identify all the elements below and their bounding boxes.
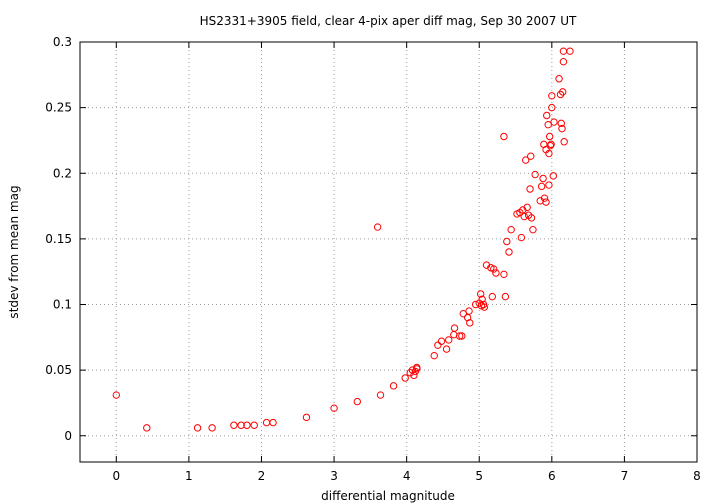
data-point <box>490 265 498 273</box>
data-point <box>437 337 446 345</box>
data-point <box>547 140 555 149</box>
data-point <box>434 341 442 349</box>
data-point <box>450 324 459 332</box>
data-point <box>501 292 510 301</box>
data-point <box>488 292 496 301</box>
data-point <box>112 391 120 399</box>
data-point <box>466 319 474 327</box>
y-tick-label: 0.1 <box>53 298 72 312</box>
data-point <box>302 413 311 422</box>
x-tick-label: 1 <box>185 469 193 483</box>
data-point <box>529 225 537 234</box>
data-point <box>442 345 451 353</box>
x-tick-label: 0 <box>112 469 120 483</box>
data-point <box>560 138 568 146</box>
data-point <box>480 303 489 311</box>
y-tick-label: 0.25 <box>45 101 72 115</box>
data-point <box>500 132 508 141</box>
y-tick-label: 0.05 <box>45 363 72 377</box>
y-tick-label: 0 <box>64 429 72 443</box>
data-point <box>527 214 536 222</box>
x-tick-label: 5 <box>475 469 483 483</box>
data-point <box>543 111 551 120</box>
data-point <box>531 170 539 179</box>
data-point <box>230 421 238 429</box>
data-point <box>505 248 513 256</box>
plot-frame <box>79 41 698 463</box>
x-axis-label: differential magnitude <box>321 489 455 503</box>
data-point <box>544 120 552 129</box>
y-tick-label: 0.15 <box>45 232 72 246</box>
data-point <box>545 132 554 141</box>
x-tick-label: 6 <box>548 469 556 483</box>
data-point <box>526 185 534 193</box>
data-point <box>143 424 151 432</box>
data-point <box>540 194 549 202</box>
data-point <box>208 424 216 432</box>
data-point <box>413 363 421 372</box>
data-point <box>557 119 565 128</box>
x-tick-label: 7 <box>621 469 629 483</box>
data-point <box>262 418 271 427</box>
data-point <box>558 124 566 133</box>
data-point <box>492 269 500 277</box>
data-point <box>243 421 251 429</box>
data-point <box>550 118 558 126</box>
data-point <box>376 391 385 399</box>
x-tick-label: 3 <box>330 469 338 483</box>
data-point <box>555 75 563 83</box>
data-point <box>237 421 245 429</box>
data-point <box>401 374 409 382</box>
data-point <box>465 307 473 315</box>
data-point <box>559 57 568 66</box>
data-point <box>523 203 531 212</box>
data-point <box>539 174 547 183</box>
x-tick-label: 8 <box>693 469 701 483</box>
data-point <box>545 149 553 158</box>
data-point <box>503 237 511 246</box>
data-point <box>445 336 453 344</box>
data-point <box>548 92 556 100</box>
data-point <box>478 295 486 303</box>
data-point <box>542 198 550 206</box>
y-tick-label: 0.3 <box>53 35 72 49</box>
data-point <box>430 351 438 360</box>
data-point <box>521 156 530 164</box>
data-point <box>193 424 202 432</box>
data-point <box>500 270 508 279</box>
data-point <box>476 290 485 298</box>
data-point <box>458 332 466 340</box>
data-point <box>537 182 546 191</box>
x-tick-label: 4 <box>403 469 411 483</box>
data-point <box>507 225 515 234</box>
data-point <box>389 382 398 390</box>
data-point <box>549 172 557 180</box>
data-point <box>410 371 418 380</box>
data-point <box>373 223 382 231</box>
chart-title: HS2331+3905 field, clear 4-pix aper diff… <box>200 14 577 28</box>
data-point <box>517 233 526 242</box>
data-point <box>545 181 553 189</box>
data-points <box>112 47 574 432</box>
data-point <box>566 47 574 55</box>
data-point <box>455 332 464 340</box>
data-point <box>559 47 568 55</box>
data-point <box>520 212 528 221</box>
data-point <box>546 141 555 150</box>
data-point <box>330 404 338 412</box>
data-point <box>353 397 361 406</box>
y-axis-label: stdev from mean mag <box>7 185 21 318</box>
tick-labels: 0 1 2 3 4 5 6 7 8 0 0.05 0.1 0.15 0.2 0.25 0.3 <box>45 35 701 483</box>
data-point <box>527 152 535 160</box>
data-point <box>559 88 567 96</box>
data-point <box>548 103 556 112</box>
data-point <box>269 418 277 427</box>
grid-lines <box>80 41 697 462</box>
y-tick-label: 0.2 <box>53 166 72 180</box>
axis-ticks <box>80 41 698 462</box>
data-point <box>250 421 258 429</box>
x-tick-label: 2 <box>258 469 266 483</box>
